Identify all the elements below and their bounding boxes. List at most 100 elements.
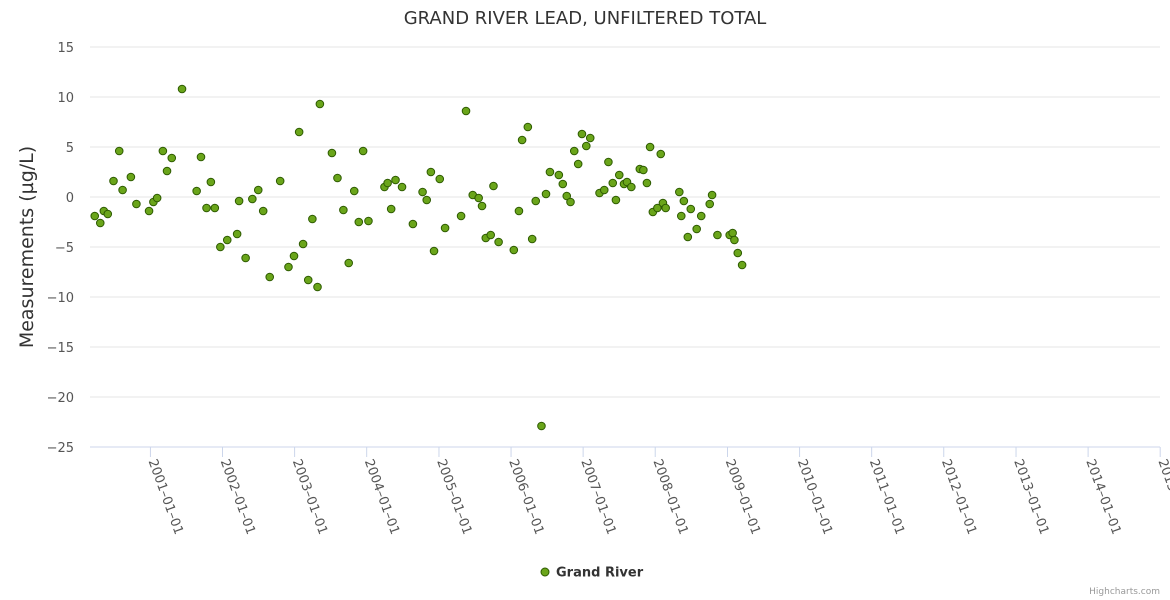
credits-link[interactable]: Highcharts.com: [1089, 587, 1160, 597]
data-point[interactable]: [581, 141, 591, 151]
data-point[interactable]: [103, 209, 113, 219]
data-point[interactable]: [509, 245, 519, 255]
data-point[interactable]: [429, 246, 439, 256]
data-point[interactable]: [573, 159, 583, 169]
data-point[interactable]: [126, 172, 136, 182]
data-point[interactable]: [656, 149, 666, 159]
data-point[interactable]: [514, 206, 524, 216]
data-point[interactable]: [298, 239, 308, 249]
data-point[interactable]: [577, 129, 587, 139]
data-point[interactable]: [258, 206, 268, 216]
data-point[interactable]: [537, 421, 546, 431]
data-point[interactable]: [707, 190, 717, 200]
data-point[interactable]: [435, 174, 445, 184]
data-point[interactable]: [90, 211, 100, 221]
data-point[interactable]: [523, 122, 533, 132]
data-point[interactable]: [642, 178, 652, 188]
data-point[interactable]: [408, 219, 418, 229]
data-point[interactable]: [422, 195, 432, 205]
data-point[interactable]: [614, 170, 624, 180]
data-point[interactable]: [315, 99, 325, 109]
data-point[interactable]: [152, 193, 162, 203]
data-point[interactable]: [545, 167, 555, 177]
data-point[interactable]: [303, 275, 313, 285]
data-point[interactable]: [489, 181, 498, 191]
data-point[interactable]: [569, 146, 579, 156]
data-point[interactable]: [313, 282, 322, 292]
data-point[interactable]: [713, 230, 722, 240]
data-point[interactable]: [608, 178, 618, 188]
data-point[interactable]: [158, 146, 168, 156]
data-point[interactable]: [386, 204, 396, 214]
data-point[interactable]: [248, 194, 257, 204]
data-point[interactable]: [344, 258, 354, 268]
data-point[interactable]: [216, 242, 225, 252]
data-point[interactable]: [177, 84, 187, 94]
data-point[interactable]: [541, 189, 551, 199]
legend[interactable]: Grand River: [540, 566, 644, 581]
data-point[interactable]: [289, 251, 299, 261]
data-point[interactable]: [234, 196, 244, 206]
data-point[interactable]: [645, 142, 655, 152]
data-point[interactable]: [733, 248, 743, 258]
data-point[interactable]: [222, 235, 232, 245]
data-point[interactable]: [675, 187, 684, 197]
data-point[interactable]: [210, 203, 220, 213]
data-point[interactable]: [692, 224, 701, 234]
data-point[interactable]: [527, 234, 537, 244]
data-point[interactable]: [265, 272, 275, 282]
data-point[interactable]: [275, 176, 285, 186]
legend-item-grand-river[interactable]: Grand River: [556, 566, 644, 581]
data-point[interactable]: [391, 175, 400, 185]
data-point[interactable]: [383, 178, 392, 188]
data-point[interactable]: [653, 203, 662, 213]
data-point[interactable]: [162, 166, 172, 176]
data-point[interactable]: [554, 170, 564, 180]
data-point[interactable]: [558, 179, 568, 189]
data-point[interactable]: [585, 133, 595, 143]
data-point[interactable]: [349, 186, 359, 196]
data-point[interactable]: [494, 237, 503, 247]
data-point[interactable]: [737, 260, 747, 270]
data-point[interactable]: [661, 203, 670, 213]
data-point[interactable]: [461, 106, 471, 116]
data-point[interactable]: [202, 203, 211, 213]
data-point[interactable]: [456, 211, 466, 221]
data-point[interactable]: [730, 235, 739, 245]
data-point[interactable]: [196, 152, 206, 162]
data-point[interactable]: [294, 127, 304, 137]
data-point[interactable]: [364, 216, 373, 226]
data-point[interactable]: [118, 185, 127, 195]
data-point[interactable]: [531, 196, 541, 206]
data-point[interactable]: [327, 148, 337, 158]
data-point[interactable]: [599, 185, 609, 195]
data-point[interactable]: [284, 262, 293, 272]
data-point[interactable]: [418, 187, 427, 197]
data-point[interactable]: [474, 193, 483, 203]
data-point[interactable]: [683, 232, 693, 242]
data-point[interactable]: [686, 204, 696, 214]
data-point[interactable]: [696, 211, 706, 221]
data-point[interactable]: [241, 253, 250, 263]
data-point[interactable]: [192, 186, 201, 196]
data-point[interactable]: [477, 201, 487, 211]
data-point[interactable]: [639, 165, 648, 175]
data-point[interactable]: [426, 167, 436, 177]
data-point[interactable]: [604, 157, 613, 167]
data-point[interactable]: [206, 177, 216, 187]
data-point[interactable]: [562, 191, 572, 201]
data-point[interactable]: [232, 229, 242, 239]
data-point[interactable]: [308, 214, 317, 224]
data-point[interactable]: [358, 146, 368, 156]
data-point[interactable]: [627, 182, 636, 192]
data-point[interactable]: [486, 230, 496, 240]
data-point[interactable]: [132, 199, 141, 209]
data-point[interactable]: [566, 197, 575, 207]
data-point[interactable]: [354, 217, 364, 227]
data-point[interactable]: [517, 135, 527, 145]
data-point[interactable]: [679, 196, 689, 206]
data-point[interactable]: [253, 185, 263, 195]
data-point[interactable]: [705, 199, 715, 209]
data-point[interactable]: [339, 205, 348, 215]
data-point[interactable]: [114, 146, 124, 156]
